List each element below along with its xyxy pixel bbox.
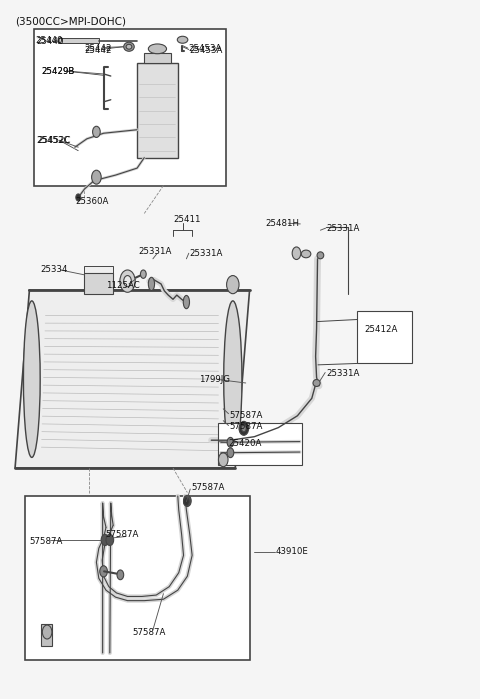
Bar	[84, 273, 113, 294]
Text: 25429B: 25429B	[41, 67, 75, 76]
Text: 25442: 25442	[84, 43, 112, 52]
Text: 57587A: 57587A	[132, 628, 166, 637]
Text: 25429B: 25429B	[41, 67, 75, 76]
Circle shape	[76, 194, 81, 201]
Ellipse shape	[177, 36, 188, 43]
Text: 25420A: 25420A	[228, 439, 262, 448]
Circle shape	[106, 534, 114, 545]
Circle shape	[124, 275, 132, 287]
Ellipse shape	[224, 301, 242, 457]
Circle shape	[218, 453, 228, 467]
Circle shape	[241, 425, 246, 432]
Circle shape	[117, 570, 124, 579]
Ellipse shape	[126, 44, 132, 49]
Circle shape	[101, 534, 109, 545]
Text: 57587A: 57587A	[29, 537, 63, 546]
Bar	[144, 53, 170, 64]
Text: 25331A: 25331A	[139, 247, 172, 257]
Text: 25331A: 25331A	[326, 369, 360, 378]
Text: 25331A: 25331A	[326, 224, 360, 233]
Circle shape	[227, 438, 234, 447]
Text: 25452C: 25452C	[37, 136, 71, 145]
Text: 57587A: 57587A	[191, 483, 225, 492]
Text: 57587A: 57587A	[229, 410, 263, 419]
Circle shape	[93, 127, 100, 138]
Bar	[357, 311, 412, 363]
Circle shape	[292, 247, 301, 259]
Text: 25453A: 25453A	[189, 43, 222, 52]
Bar	[137, 64, 178, 158]
Circle shape	[239, 421, 249, 435]
Bar	[218, 423, 302, 465]
Circle shape	[100, 565, 108, 577]
Text: (3500CC>MPI-DOHC): (3500CC>MPI-DOHC)	[15, 17, 126, 27]
Text: 1799JG: 1799JG	[199, 375, 230, 384]
Ellipse shape	[148, 44, 167, 54]
Circle shape	[227, 448, 234, 458]
Bar	[58, 38, 99, 43]
Text: 25442: 25442	[84, 45, 112, 55]
Text: 57587A: 57587A	[105, 530, 138, 539]
Circle shape	[42, 625, 52, 639]
Bar	[34, 29, 226, 185]
Ellipse shape	[148, 278, 155, 291]
Circle shape	[141, 270, 146, 278]
Bar	[24, 496, 250, 660]
Circle shape	[227, 275, 239, 294]
Ellipse shape	[24, 301, 40, 457]
Bar	[84, 266, 113, 283]
Text: 25481H: 25481H	[265, 219, 300, 228]
Text: 25440: 25440	[36, 36, 63, 45]
Bar	[41, 624, 52, 646]
Text: 25453A: 25453A	[190, 45, 223, 55]
Text: 25452C: 25452C	[36, 136, 70, 145]
Ellipse shape	[301, 250, 311, 258]
Ellipse shape	[124, 42, 134, 51]
Circle shape	[183, 498, 189, 506]
Text: 25411: 25411	[173, 215, 201, 224]
Circle shape	[183, 496, 191, 507]
Ellipse shape	[183, 296, 190, 309]
Polygon shape	[15, 290, 250, 468]
Ellipse shape	[313, 380, 320, 387]
Text: 1125AC: 1125AC	[106, 281, 140, 290]
Ellipse shape	[317, 252, 324, 259]
Circle shape	[92, 171, 101, 184]
Circle shape	[120, 270, 135, 292]
Text: 57587A: 57587A	[229, 421, 263, 431]
Text: 25360A: 25360A	[75, 197, 108, 206]
Text: 25331A: 25331A	[190, 249, 223, 258]
Text: 43910E: 43910E	[276, 547, 309, 556]
Text: 25412A: 25412A	[364, 326, 398, 334]
Text: 25440: 25440	[36, 36, 64, 45]
Text: 25334: 25334	[40, 266, 68, 275]
